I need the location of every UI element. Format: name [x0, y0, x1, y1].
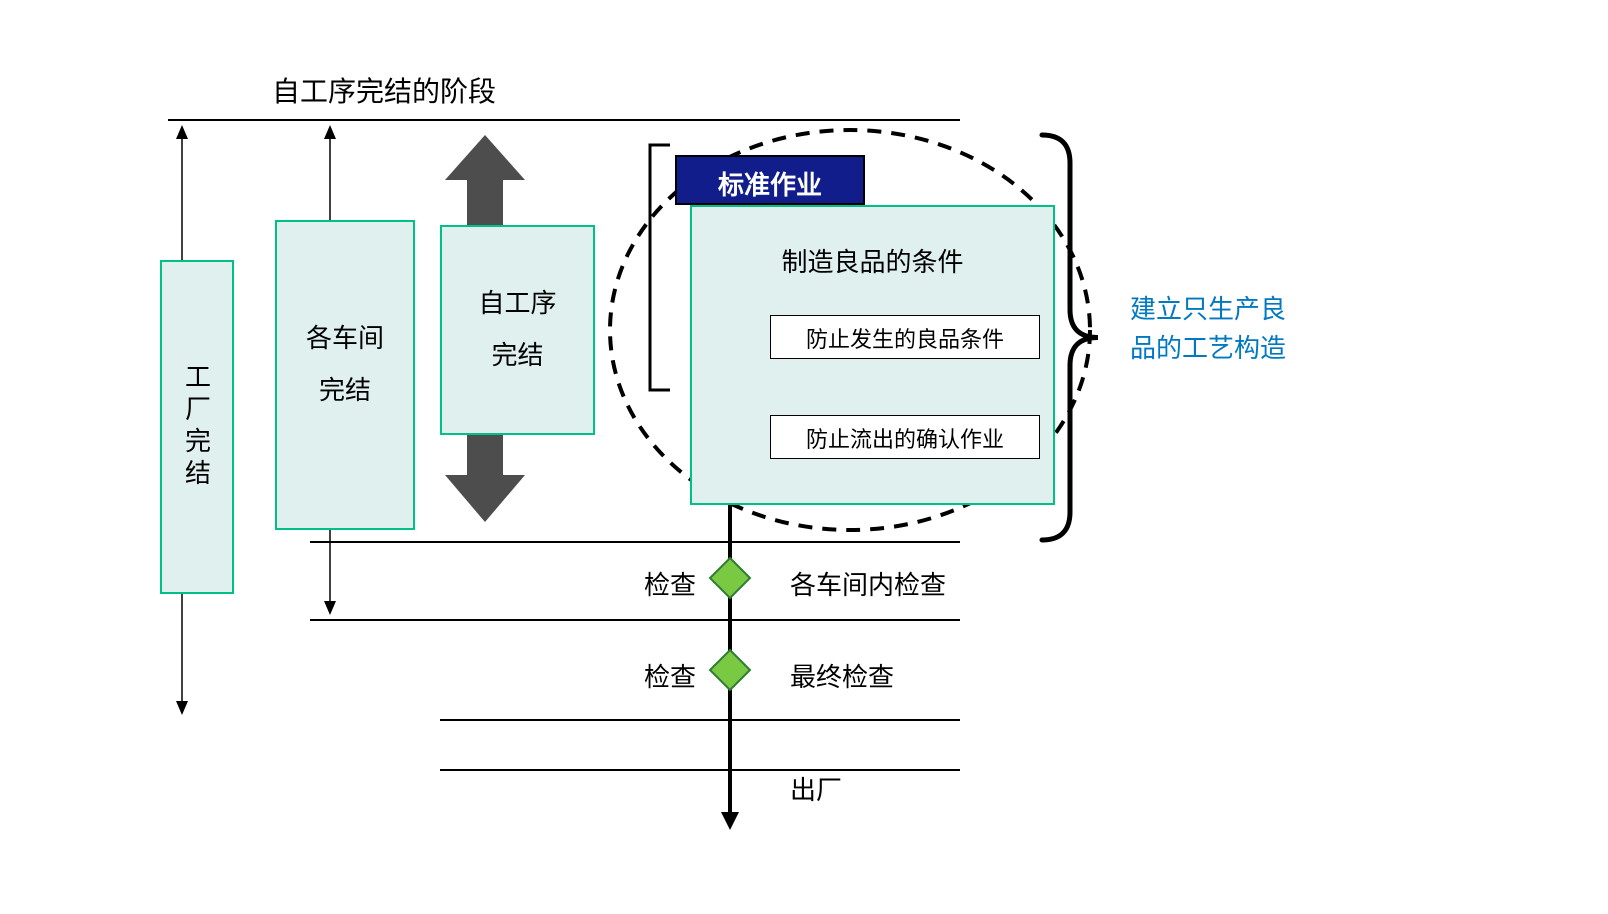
- annotation-l2: 品的工艺构造: [1130, 333, 1286, 363]
- label-check-1: 检查: [644, 565, 696, 602]
- diagram-title: 自工序完结的阶段: [272, 70, 496, 110]
- box-self-process-complete: 自工序 完结: [440, 225, 595, 435]
- annotation-l1: 建立只生产良: [1130, 294, 1286, 324]
- box-workshop-complete-l2: 完结: [319, 375, 371, 405]
- annotation-text: 建立只生产良 品的工艺构造: [1130, 290, 1286, 368]
- conditions-title: 制造良品的条件: [692, 242, 1053, 279]
- box-self-process-l2: 完结: [491, 340, 543, 370]
- box-factory-complete-label: 工厂完结: [179, 363, 216, 491]
- label-stage-final-inspect: 最终检查: [790, 657, 894, 694]
- box-prevent-outflow: 防止流出的确认作业: [770, 415, 1040, 459]
- box-workshop-complete: 各车间 完结: [275, 220, 415, 530]
- box-prevent-occurrence: 防止发生的良品条件: [770, 315, 1040, 359]
- label-stage-workshop-inspect: 各车间内检查: [790, 565, 946, 602]
- label-stage-ship: 出厂: [790, 770, 842, 807]
- diagram-stage: 自工序完结的阶段 工厂完结 各车间 完结 自工序 完结 制造良品的条件 标准作业…: [0, 0, 1608, 914]
- badge-standard-work: 标准作业: [675, 155, 865, 205]
- box-self-process-l1: 自工序: [478, 288, 556, 318]
- label-check-2: 检查: [644, 657, 696, 694]
- box-factory-complete: 工厂完结: [160, 260, 234, 594]
- box-workshop-complete-l1: 各车间: [306, 323, 384, 353]
